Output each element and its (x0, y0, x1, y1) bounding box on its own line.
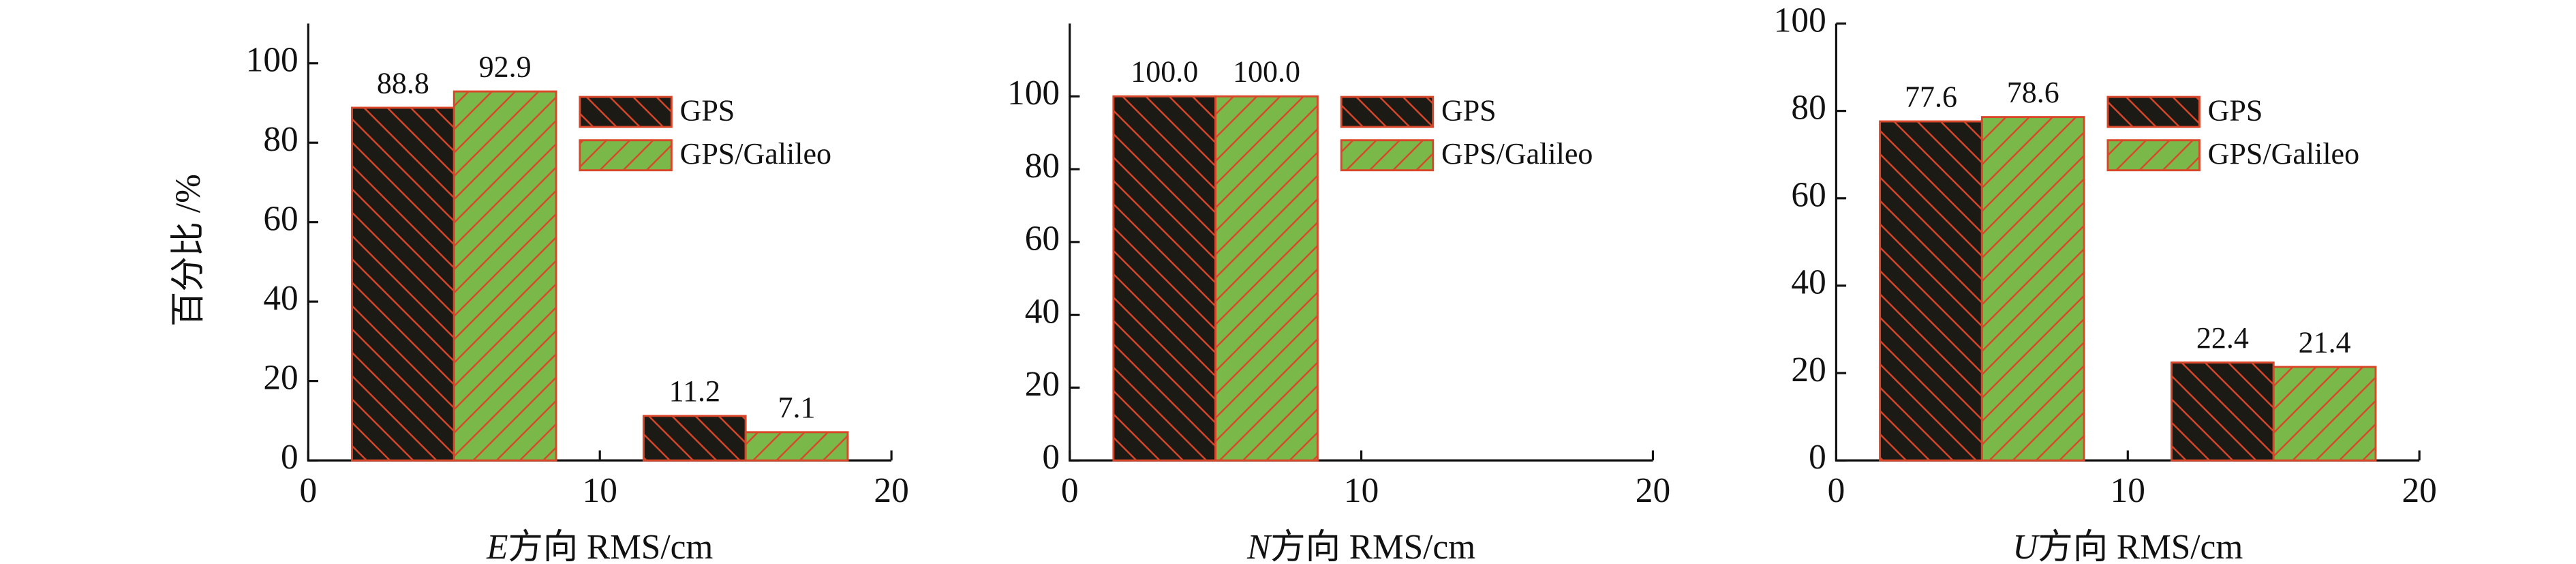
x-tick-label: 10 (1344, 471, 1379, 510)
data-label: 92.9 (479, 50, 532, 83)
data-label: 7.1 (778, 391, 816, 424)
y-tick-label: 40 (1791, 263, 1826, 302)
legend-swatch (1340, 139, 1435, 172)
y-axis-label: 百分比 /% (169, 174, 208, 327)
x-axis-label: E方向 RMS/cm (486, 528, 713, 564)
legend-label: GPS (680, 94, 735, 128)
legend-swatch (2106, 95, 2201, 128)
y-tick-label: 60 (1791, 176, 1826, 215)
y-tick-label: 80 (263, 120, 298, 159)
data-label: 11.2 (669, 374, 720, 408)
bar (2171, 361, 2275, 462)
bar (1980, 116, 2085, 462)
bar (453, 90, 557, 462)
bar (1112, 95, 1217, 462)
x-axis-label-part: 方向 RMS/cm (2038, 528, 2243, 564)
y-tick-label: 60 (1025, 220, 1060, 258)
x-tick-label: 0 (299, 471, 317, 510)
y-tick-label: 20 (263, 358, 298, 397)
x-tick-label: 0 (1061, 471, 1079, 510)
x-axis-label: N方向 RMS/cm (1246, 528, 1475, 564)
y-tick-label: 40 (263, 279, 298, 318)
legend-swatch (579, 95, 673, 128)
x-tick-label: 10 (583, 471, 617, 510)
legend-label: GPS/Galileo (2208, 137, 2359, 170)
bar (1214, 95, 1319, 462)
y-tick-label: 100 (1007, 74, 1060, 113)
x-tick-label: 20 (1636, 471, 1670, 510)
y-tick-label: 0 (1042, 438, 1060, 477)
bar (1879, 120, 1983, 462)
y-tick-label: 60 (263, 199, 298, 238)
bar (2272, 366, 2377, 462)
data-label: 21.4 (2299, 325, 2351, 359)
x-tick-label: 10 (2111, 471, 2145, 510)
y-tick-label: 0 (1809, 438, 1826, 477)
x-axis-label-part: E (486, 528, 508, 564)
data-label: 77.6 (1905, 80, 1957, 113)
y-tick-label: 100 (246, 41, 298, 80)
data-label: 88.8 (377, 66, 429, 100)
y-tick-label: 20 (1025, 365, 1060, 404)
y-tick-label: 80 (1791, 88, 1826, 127)
legend-label: GPS/Galileo (1441, 137, 1593, 170)
data-label: 78.6 (2007, 76, 2059, 109)
y-tick-label: 40 (1025, 292, 1060, 331)
x-axis-label-part: 方向 RMS/cm (1270, 528, 1475, 564)
y-tick-label: 0 (281, 438, 298, 477)
x-axis-label-part: N (1246, 528, 1272, 564)
data-label: 100.0 (1131, 55, 1198, 89)
x-tick-label: 20 (874, 471, 908, 510)
y-tick-label: 20 (1791, 351, 1826, 389)
legend-swatch (1340, 95, 1435, 128)
bar (642, 415, 747, 462)
x-axis-label: U方向 RMS/cm (2012, 528, 2243, 564)
data-label: 22.4 (2196, 321, 2249, 355)
legend-label: GPS/Galileo (680, 137, 831, 170)
x-axis-label-part: 方向 RMS/cm (508, 528, 713, 564)
legend-swatch (579, 139, 673, 172)
x-tick-label: 0 (1828, 471, 1845, 510)
legend-swatch (2106, 139, 2201, 172)
x-axis-label-part: U (2012, 528, 2040, 564)
bar (351, 106, 455, 462)
legend-label: GPS (1441, 94, 1497, 128)
y-tick-label: 100 (1774, 1, 1826, 40)
data-label: 100.0 (1233, 55, 1300, 89)
x-tick-label: 20 (2402, 471, 2437, 510)
bar (744, 431, 849, 462)
legend-label: GPS (2208, 94, 2263, 128)
y-tick-label: 80 (1025, 147, 1060, 185)
